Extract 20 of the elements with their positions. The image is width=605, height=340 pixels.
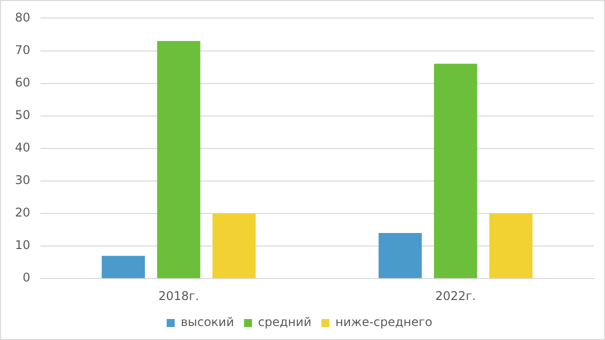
y-tick-label: 20 xyxy=(14,206,30,220)
bar xyxy=(378,233,422,278)
y-tick-label: 0 xyxy=(22,270,30,285)
y-tick-label: 40 xyxy=(14,140,30,155)
legend-label: ниже-среднего xyxy=(335,315,432,330)
y-tick-label: 10 xyxy=(14,238,30,252)
x-tick-label: 2018г. xyxy=(158,288,200,303)
x-tick-label: 2022г. xyxy=(435,288,476,303)
legend-label: средний xyxy=(258,315,312,330)
bar xyxy=(489,214,533,278)
bar xyxy=(157,40,200,278)
y-tick-label: 50 xyxy=(14,108,30,122)
bar xyxy=(212,214,256,278)
y-tick-label: 60 xyxy=(14,75,30,90)
bar xyxy=(102,256,145,278)
y-tick-label: 70 xyxy=(14,42,30,57)
y-tick-label: 80 xyxy=(14,10,30,24)
legend-label: высокий xyxy=(180,315,234,330)
y-tick-label: 30 xyxy=(14,173,30,188)
bar xyxy=(434,64,478,278)
